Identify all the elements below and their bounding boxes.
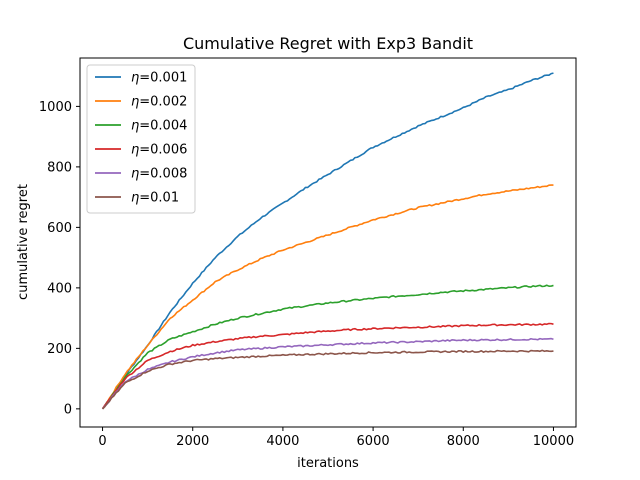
series-line-3 [101, 322, 554, 410]
plot-frame [79, 57, 577, 428]
legend-label-2: η=0.004 [131, 119, 187, 134]
legend-label-3: η=0.006 [131, 143, 187, 158]
series-line-0 [101, 72, 554, 410]
y-tick-label-4: 800 [47, 160, 72, 175]
plot-area [101, 72, 554, 410]
legend-label-4: η=0.008 [131, 167, 187, 182]
x-axis-label: iterations [297, 456, 359, 471]
y-tick-label-3: 600 [47, 221, 72, 236]
legend-label-1: η=0.002 [131, 95, 187, 110]
x-tick-label-4: 8000 [447, 434, 480, 449]
chart-title: Cumulative Regret with Exp3 Bandit [183, 34, 473, 53]
legend-label-0: η=0.001 [131, 71, 187, 86]
x-tick-label-3: 6000 [357, 434, 390, 449]
legend: η=0.001 η=0.002 η=0.004 η=0.006 η=0.008 η=0.0… [86, 64, 196, 214]
series-line-1 [101, 184, 554, 410]
x-tick-label-5: 10000 [533, 434, 574, 449]
series-line-4 [101, 337, 554, 410]
series-line-2 [101, 284, 554, 410]
y-tick-label-2: 400 [47, 281, 72, 296]
series-line-5 [101, 349, 554, 410]
legend-box [86, 64, 196, 214]
x-tick-label-1: 2000 [176, 434, 209, 449]
y-tick-label-5: 1000 [39, 100, 72, 115]
legend-label-5: η=0.01 [131, 191, 179, 206]
y-tick-label-0: 0 [64, 402, 72, 417]
y-axis-label: cumulative regret [16, 184, 31, 300]
x-tick-label-2: 4000 [266, 434, 299, 449]
y-tick-label-1: 200 [47, 342, 72, 357]
axes: 0 2000 4000 6000 8000 10000 0 200 400 600 800 1000 [39, 57, 577, 449]
x-tick-label-0: 0 [98, 434, 106, 449]
